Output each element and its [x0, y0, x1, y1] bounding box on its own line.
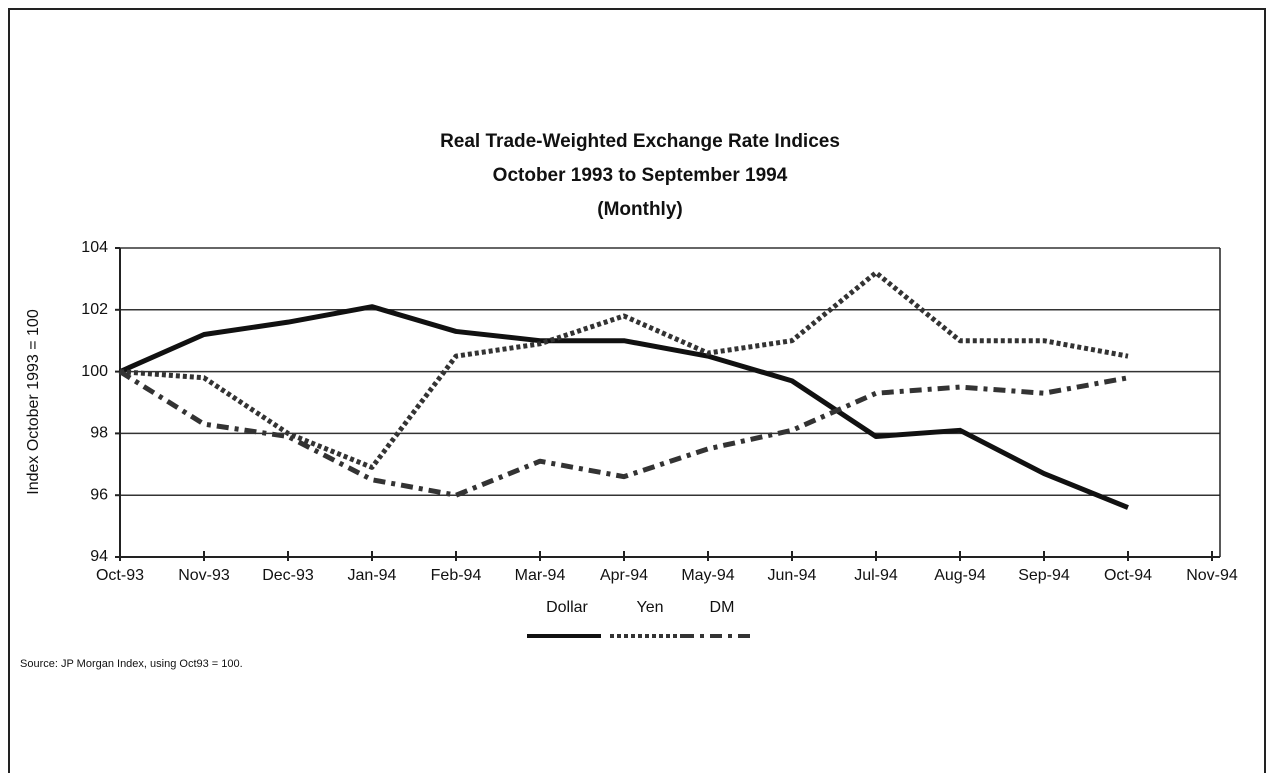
y-tick-label: 102 [81, 301, 108, 318]
x-tick-label: Jul-94 [854, 567, 898, 584]
legend-label: Dollar [546, 599, 588, 616]
x-tick-label: Sep-94 [1018, 567, 1070, 584]
x-tick-label: Nov-93 [178, 567, 230, 584]
y-tick-label: 100 [81, 363, 108, 380]
x-tick-label: Jan-94 [348, 567, 397, 584]
chart-title: Real Trade-Weighted Exchange Rate Indice… [440, 131, 840, 152]
x-tick-label: Apr-94 [600, 567, 648, 584]
chart-subtitle: (Monthly) [597, 199, 682, 220]
x-tick-label: Dec-93 [262, 567, 314, 584]
series-line [118, 369, 1129, 498]
page-frame [8, 8, 1266, 773]
y-axis-label: Index October 1993 = 100 [25, 309, 42, 495]
chart-subtitle: October 1993 to September 1994 [493, 165, 788, 186]
x-tick-label: Nov-94 [1186, 567, 1238, 584]
series-line [118, 304, 1129, 510]
legend-label: Yen [637, 599, 664, 616]
series-line [119, 270, 1129, 470]
source-note: Source: JP Morgan Index, using Oct93 = 1… [20, 658, 243, 670]
x-tick-label: Feb-94 [431, 567, 482, 584]
x-tick-label: Aug-94 [934, 567, 986, 584]
x-tick-label: Jun-94 [768, 567, 817, 584]
y-tick-label: 98 [90, 425, 108, 442]
y-tick-label: 96 [90, 486, 108, 503]
x-tick-label: Oct-93 [96, 567, 144, 584]
y-tick-label: 104 [81, 239, 108, 256]
x-tick-label: Oct-94 [1104, 567, 1152, 584]
x-tick-label: May-94 [681, 567, 734, 584]
legend-label: DM [710, 599, 735, 616]
x-tick-label: Mar-94 [515, 567, 566, 584]
y-tick-label: 94 [90, 548, 108, 565]
